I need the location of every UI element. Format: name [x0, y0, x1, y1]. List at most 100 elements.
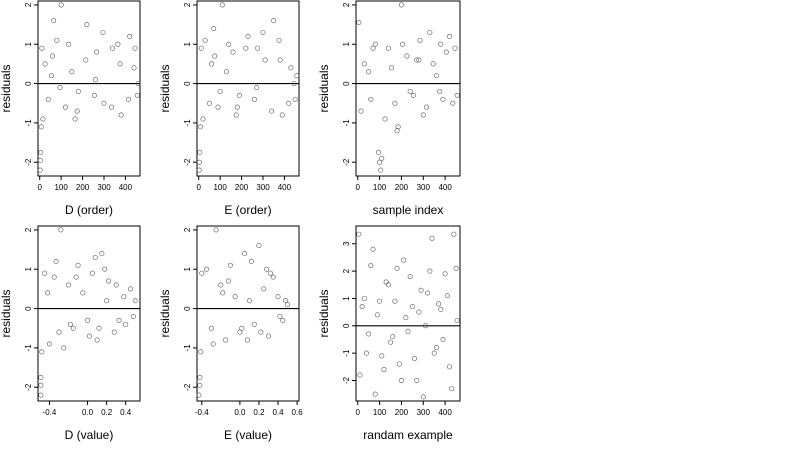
y-tick-label: -2 — [342, 158, 351, 166]
data-point — [454, 317, 460, 323]
data-point — [117, 61, 123, 67]
x-tick-label: 100 — [373, 183, 387, 192]
data-point — [277, 57, 283, 63]
y-tick-label: 2 — [183, 2, 192, 7]
data-point — [359, 304, 365, 310]
x-tick-label: 200 — [235, 183, 249, 192]
y-tick-label: 2 — [183, 227, 192, 232]
data-point — [392, 100, 398, 106]
data-point — [101, 100, 107, 106]
y-tick-label: -1 — [342, 349, 351, 357]
data-point — [277, 313, 283, 319]
data-point — [256, 243, 262, 249]
data-point — [196, 159, 202, 165]
data-point — [431, 350, 437, 356]
y-tick-label: 0 — [24, 81, 33, 86]
data-point — [427, 29, 433, 35]
data-point — [433, 345, 439, 351]
x-tick-label: 0.6 — [292, 408, 304, 417]
data-point — [416, 57, 422, 63]
data-point — [248, 258, 254, 264]
y-tick-label: -2 — [342, 376, 351, 384]
data-point — [208, 325, 214, 331]
x-tick-label: 400 — [278, 183, 292, 192]
x-tick-label: 0.2 — [101, 408, 113, 417]
data-point — [374, 312, 380, 318]
x-tick-label: 400 — [438, 183, 452, 192]
data-point — [38, 149, 44, 155]
data-point — [219, 2, 225, 8]
data-point — [213, 227, 219, 233]
data-point — [84, 22, 90, 28]
y-tick-label: 1 — [342, 41, 351, 46]
x-axis-label: D (value) — [65, 428, 114, 442]
data-point — [127, 286, 133, 292]
data-point — [110, 45, 116, 51]
data-point — [42, 270, 48, 276]
data-point — [135, 81, 141, 87]
data-point — [111, 329, 117, 335]
data-point — [113, 282, 119, 288]
y-tick-label: -1 — [24, 119, 33, 127]
scatter-panel-1: 0 100 200 300 400 -2 -1 0 1 2 D (order) residuals — [0, 0, 141, 217]
data-point — [447, 33, 453, 39]
plot-frame — [196, 225, 300, 402]
data-point — [424, 104, 430, 110]
data-point — [258, 329, 264, 335]
data-point — [116, 317, 122, 323]
y-tick-label: 0 — [342, 81, 351, 86]
y-tick-label: 1 — [342, 296, 351, 301]
x-tick-label: 0.0 — [82, 408, 94, 417]
data-point — [420, 394, 426, 400]
data-point — [199, 270, 205, 276]
data-point — [453, 265, 459, 271]
data-point — [130, 313, 136, 319]
data-point — [260, 29, 266, 35]
data-point — [197, 124, 203, 130]
y-tick-label: 2 — [342, 2, 351, 7]
data-point — [389, 65, 395, 71]
data-point — [407, 274, 413, 280]
data-point — [40, 116, 46, 122]
x-tick-label: 100 — [373, 408, 387, 417]
plot-frame — [196, 0, 300, 177]
x-tick-label: 0.0 — [234, 408, 246, 417]
data-point — [356, 231, 362, 237]
data-point — [368, 263, 374, 269]
data-point — [452, 45, 458, 51]
data-point — [225, 278, 231, 284]
data-point — [372, 41, 378, 47]
data-point — [251, 321, 257, 327]
data-point — [115, 41, 121, 47]
scatter-panel-5: -0.4 0.0 0.2 0.4 0.6 -2 -1 0 1 2 E (value) residual… — [158, 225, 304, 442]
data-point — [366, 69, 372, 75]
x-tick-label: 0.4 — [120, 408, 132, 417]
data-point — [398, 377, 404, 383]
x-axis-label: D (order) — [65, 203, 113, 217]
data-point — [234, 104, 240, 110]
data-point — [220, 290, 226, 296]
data-point — [410, 92, 416, 98]
y-axis-label: residuals — [158, 289, 172, 337]
y-tick-label: 2 — [24, 2, 33, 7]
data-point — [392, 298, 398, 304]
x-axis-label: E (value) — [224, 428, 272, 442]
data-point — [132, 298, 138, 304]
data-point — [232, 294, 238, 300]
y-axis-label: residuals — [158, 64, 172, 112]
data-point — [357, 372, 363, 378]
y-axis-label: residuals — [0, 64, 13, 112]
y-tick-label: 0 — [24, 306, 33, 311]
data-point — [372, 391, 378, 397]
x-tick-label: 400 — [119, 183, 133, 192]
data-point — [242, 251, 248, 257]
data-point — [94, 337, 100, 343]
x-tick-label: 100 — [213, 183, 227, 192]
x-tick-label: 300 — [417, 183, 431, 192]
data-point — [401, 257, 407, 263]
data-point — [418, 287, 424, 293]
data-point — [73, 274, 79, 280]
data-point — [437, 88, 443, 94]
data-point — [436, 301, 442, 307]
